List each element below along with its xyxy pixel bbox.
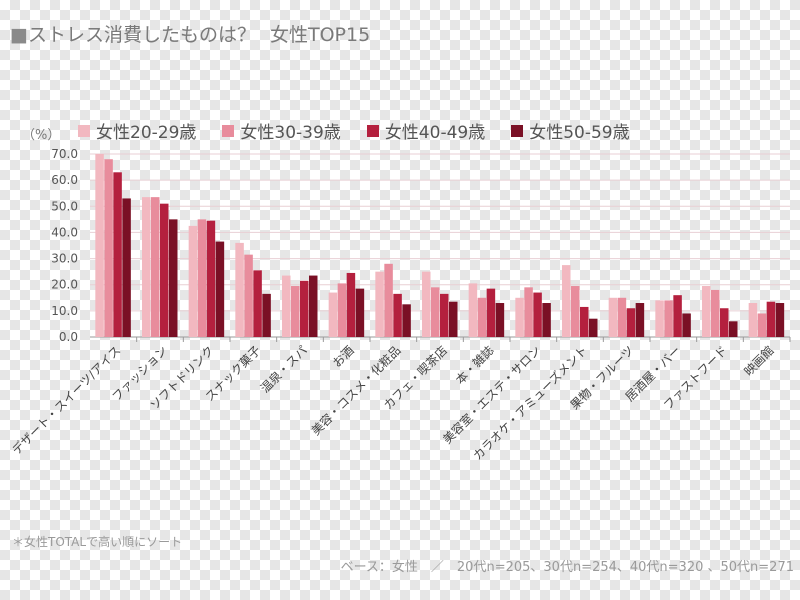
bar-10-2 <box>580 306 589 337</box>
legend: 女性20-29歳 女性30-39歳 女性40-49歳 女性50-59歳 <box>78 118 630 143</box>
legend-swatch <box>511 124 524 137</box>
bar-6-1 <box>384 263 393 337</box>
bar-11-3 <box>635 303 645 337</box>
bar-9-1 <box>524 287 533 337</box>
bar-9-3 <box>542 303 551 337</box>
legend-label: 女性40-49歳 <box>384 123 486 143</box>
bar-0-1 <box>104 159 113 337</box>
y-tick-label: 20.0 <box>51 278 78 292</box>
bar-1-2 <box>160 203 169 337</box>
bar-5-3 <box>355 288 365 337</box>
legend-item-3: 女性50-59歳 <box>511 118 630 143</box>
bar-0-2 <box>113 172 122 337</box>
bar-2-0 <box>188 225 198 337</box>
bar-7-3 <box>449 301 458 337</box>
bar-1-3 <box>169 219 178 337</box>
legend-item-0: 女性20-29歳 <box>78 118 196 143</box>
bar-4-1 <box>291 286 300 337</box>
bar-13-2 <box>720 308 729 337</box>
bar-13-3 <box>729 321 738 337</box>
bar-7-1 <box>431 287 440 337</box>
bar-6-2 <box>393 293 402 337</box>
y-tick-label: 60.0 <box>51 173 78 187</box>
x-category-label: 本・雑誌 <box>452 343 497 388</box>
y-tick-label: 30.0 <box>51 252 78 266</box>
bar-3-0 <box>235 242 244 337</box>
x-category-label: 温泉・スパ <box>258 343 310 395</box>
bar-8-0 <box>468 283 478 337</box>
bar-0-0 <box>95 154 104 337</box>
x-category-label: デザート・スイーツ/アイス <box>9 343 124 458</box>
bar-3-3 <box>262 293 271 337</box>
title-text: ストレス消費したものは？ <box>27 24 256 46</box>
bar-12-3 <box>682 313 691 337</box>
legend-swatch <box>78 124 90 137</box>
bar-10-1 <box>571 286 580 337</box>
bar-12-2 <box>673 295 682 337</box>
bar-4-0 <box>282 275 291 337</box>
bar-2-3 <box>215 241 225 337</box>
title-subtitle: 女性TOP15 <box>269 24 371 46</box>
legend-item-1: 女性30-39歳 <box>222 118 341 143</box>
bar-3-1 <box>244 254 253 337</box>
bar-11-1 <box>617 297 627 337</box>
bar-1-1 <box>151 197 160 337</box>
legend-item-2: 女性40-49歳 <box>366 118 486 143</box>
y-tick-label: 50.0 <box>51 199 78 213</box>
legend-label: 女性50-59歳 <box>529 123 630 143</box>
bar-8-1 <box>477 297 487 337</box>
bar-2-2 <box>206 220 216 337</box>
bar-9-2 <box>533 292 542 337</box>
bar-1-0 <box>142 197 151 337</box>
bar-10-3 <box>589 318 598 337</box>
bar-14-0 <box>748 303 758 337</box>
y-tick-label: 70.0 <box>51 147 78 161</box>
bar-5-0 <box>328 292 338 337</box>
bar-0-3 <box>122 198 131 337</box>
bar-8-3 <box>495 303 505 337</box>
base-note: ベース：女性 ／ 20代n=205、30代n=254、40代n=320 、50代… <box>340 560 794 575</box>
bar-5-1 <box>337 283 347 337</box>
bar-7-2 <box>440 293 449 337</box>
bar-7-0 <box>422 271 431 337</box>
bar-10-0 <box>562 265 571 337</box>
sort-footnote: ＊女性TOTALで高い順にソート <box>12 535 183 549</box>
bar-13-0 <box>702 286 711 337</box>
bar-11-0 <box>608 297 618 337</box>
y-tick-label: 10.0 <box>51 304 78 318</box>
bar-12-1 <box>664 300 673 337</box>
title-square-icon: ■ <box>10 24 28 46</box>
bar-6-3 <box>402 304 411 337</box>
x-category-label: お酒 <box>330 343 357 370</box>
bar-13-1 <box>711 289 720 337</box>
bar-14-1 <box>757 313 767 337</box>
bar-3-2 <box>253 270 262 337</box>
chart-title: ■ストレス消費したものは？ 女性TOP15 <box>10 20 370 47</box>
bar-14-3 <box>775 303 785 337</box>
y-tick-label: 40.0 <box>51 225 78 239</box>
bar-8-2 <box>486 288 496 337</box>
legend-swatch <box>366 124 379 137</box>
bar-4-2 <box>300 280 309 337</box>
bar-9-0 <box>515 297 524 337</box>
x-category-label: 美容・コスメ・化粧品 <box>308 343 403 438</box>
legend-label: 女性20-29歳 <box>96 123 197 143</box>
bar-14-2 <box>766 301 776 337</box>
y-axis-unit: （%） <box>22 128 61 143</box>
bar-5-2 <box>346 272 356 337</box>
bar-12-0 <box>655 300 664 337</box>
bar-11-2 <box>626 308 636 337</box>
legend-label: 女性30-39歳 <box>240 123 341 143</box>
bar-2-1 <box>197 219 207 337</box>
y-tick-label: 0.0 <box>59 330 78 344</box>
x-category-label: 映画館 <box>741 343 777 379</box>
legend-swatch <box>222 124 235 137</box>
bar-6-0 <box>375 271 384 337</box>
bar-4-3 <box>309 275 318 337</box>
